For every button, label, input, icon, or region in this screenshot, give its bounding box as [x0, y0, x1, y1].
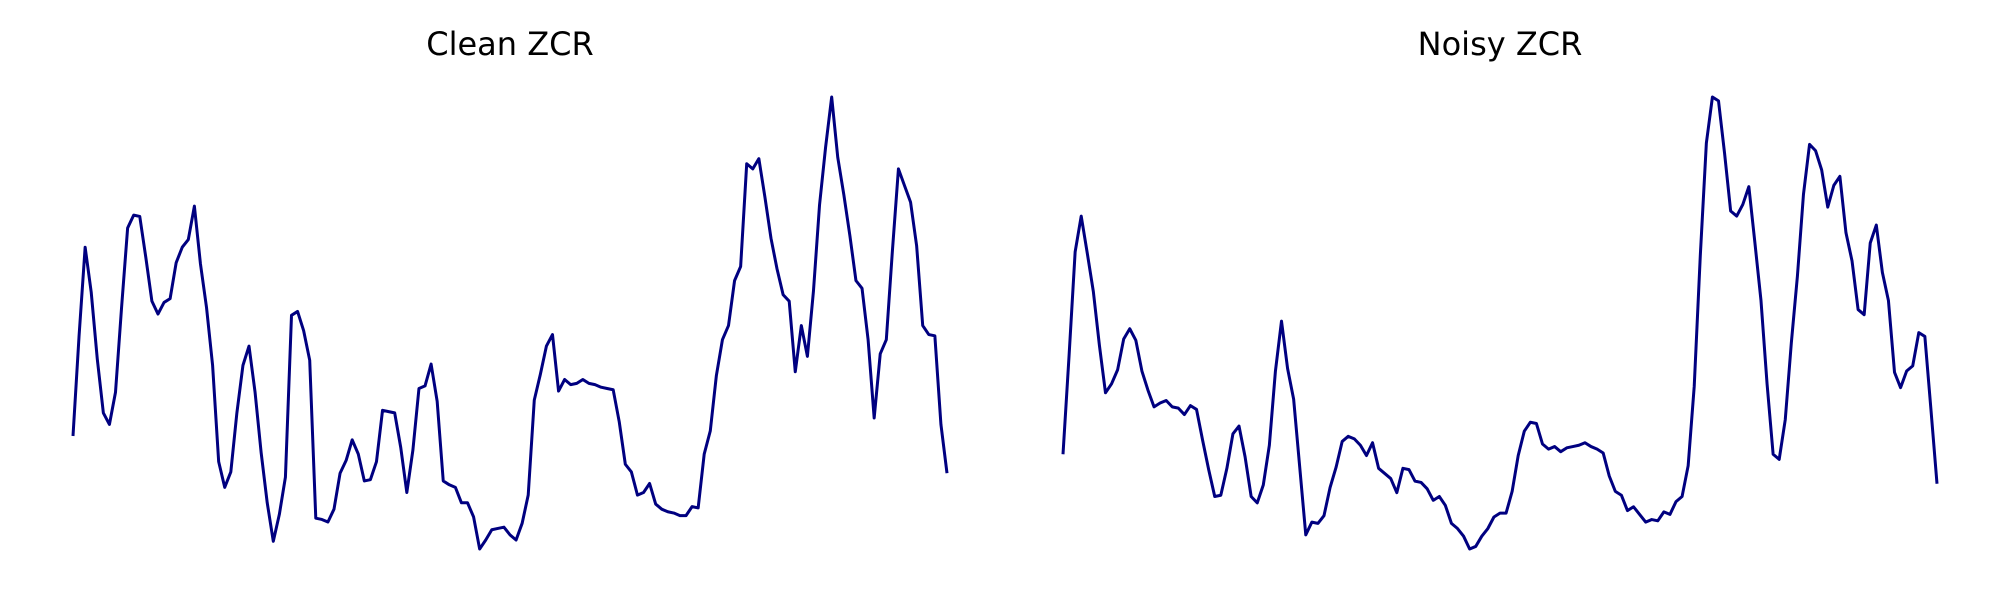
- zcr-line: [1061, 95, 1939, 551]
- chart-title: Noisy ZCR: [1418, 25, 1583, 63]
- zcr-line: [71, 95, 949, 551]
- chart-title: Clean ZCR: [426, 25, 593, 63]
